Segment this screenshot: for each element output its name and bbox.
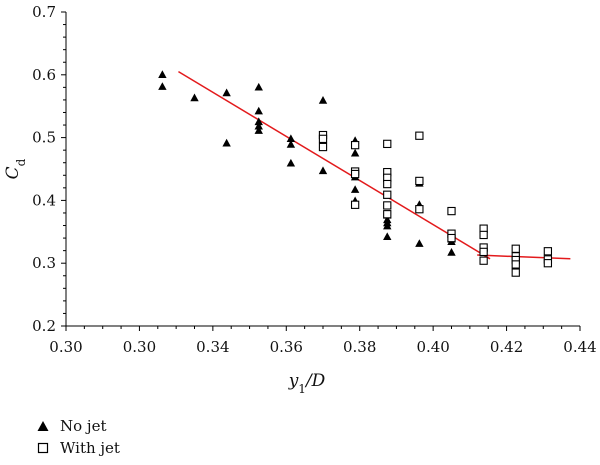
with-jet-point	[383, 201, 392, 210]
with-jet-point	[543, 259, 553, 268]
no-jet-point	[190, 93, 199, 102]
legend-label-no-jet: No jet	[60, 417, 107, 435]
no-jet-point	[158, 82, 167, 90]
scatter-chart: 0.30 0.30 0.34 0.36 0.38 0.40 0.42 0.44 0.2 0.3 0.…	[3, 3, 597, 396]
y-tick-label: 0.3	[32, 254, 56, 272]
no-jet-point	[447, 248, 456, 256]
y-tick-label: 0.6	[32, 66, 56, 84]
x-tick-label: 0.42	[490, 338, 523, 356]
legend-item-no-jet: No jet	[36, 415, 120, 437]
with-jet-point	[318, 134, 328, 144]
legend: No jet With jet	[36, 415, 120, 459]
no-jet-point	[383, 221, 392, 230]
x-tick-label: 0.34	[196, 338, 229, 356]
y-tick-label: 0.2	[32, 317, 56, 335]
y-tick-label: 0.7	[32, 3, 56, 21]
no-jet-point	[254, 121, 263, 130]
x-tick-label: 0.36	[270, 338, 303, 356]
no-jet-point	[286, 134, 296, 143]
with-jet-point	[350, 140, 360, 150]
legend-label-with-jet: With jet	[60, 439, 120, 457]
with-jet-point	[415, 176, 424, 186]
with-jet-point	[383, 190, 392, 199]
with-jet-point	[415, 205, 424, 214]
x-tick-label: 0.30	[123, 338, 156, 356]
y-axis-label: Cd	[3, 158, 28, 179]
with-jet-point	[318, 142, 328, 152]
no-jet-point	[254, 82, 263, 91]
with-jet-point	[383, 210, 392, 219]
no-jet-point	[350, 185, 360, 193]
with-jet-point	[415, 131, 424, 140]
x-tick-label: 0.40	[416, 338, 449, 356]
with-jet-point	[383, 179, 392, 189]
no-jet-point	[318, 166, 328, 175]
x-tick-label: 0.30	[49, 338, 82, 356]
with-jet-point	[447, 206, 456, 216]
with-jet-point	[350, 169, 360, 179]
no-jet-point	[318, 96, 328, 104]
no-jet-point	[222, 138, 231, 147]
data-points	[158, 70, 553, 277]
no-jet-point	[254, 117, 263, 126]
no-jet-point	[254, 106, 263, 115]
no-jet-point	[286, 140, 296, 148]
no-jet-point	[383, 232, 392, 241]
legend-item-with-jet: With jet	[36, 437, 120, 459]
with-jet-point	[511, 260, 520, 269]
y-tick-label: 0.5	[32, 129, 56, 147]
with-jet-point	[447, 233, 456, 243]
ticks: 0.30 0.30 0.34 0.36 0.38 0.40 0.42 0.44 0.2 0.3 0.…	[32, 3, 597, 356]
fit-lines	[178, 71, 571, 260]
with-jet-point	[479, 256, 488, 265]
no-jet-point	[350, 148, 360, 157]
no-jet-point	[158, 70, 167, 78]
no-jet-point	[415, 239, 424, 247]
fit-line	[178, 71, 491, 260]
fit-line	[477, 254, 571, 260]
with-jet-point	[511, 244, 520, 253]
with-jet-point	[350, 200, 360, 209]
filled-triangle-icon	[37, 421, 49, 431]
with-jet-point	[543, 247, 553, 256]
with-jet-point	[383, 139, 392, 149]
x-tick-label: 0.38	[343, 338, 376, 356]
x-tick-label: 0.44	[563, 338, 596, 356]
no-jet-point	[286, 158, 296, 167]
with-jet-point	[479, 230, 488, 240]
y-tick-label: 0.4	[32, 191, 56, 209]
no-jet-point	[254, 126, 263, 134]
axis-titles: Cd y1/D	[3, 158, 326, 396]
open-square-icon	[37, 442, 49, 454]
x-axis-label: y1/D	[288, 371, 326, 396]
with-jet-point	[479, 247, 488, 257]
with-jet-point	[511, 268, 520, 277]
no-jet-point	[222, 88, 231, 97]
